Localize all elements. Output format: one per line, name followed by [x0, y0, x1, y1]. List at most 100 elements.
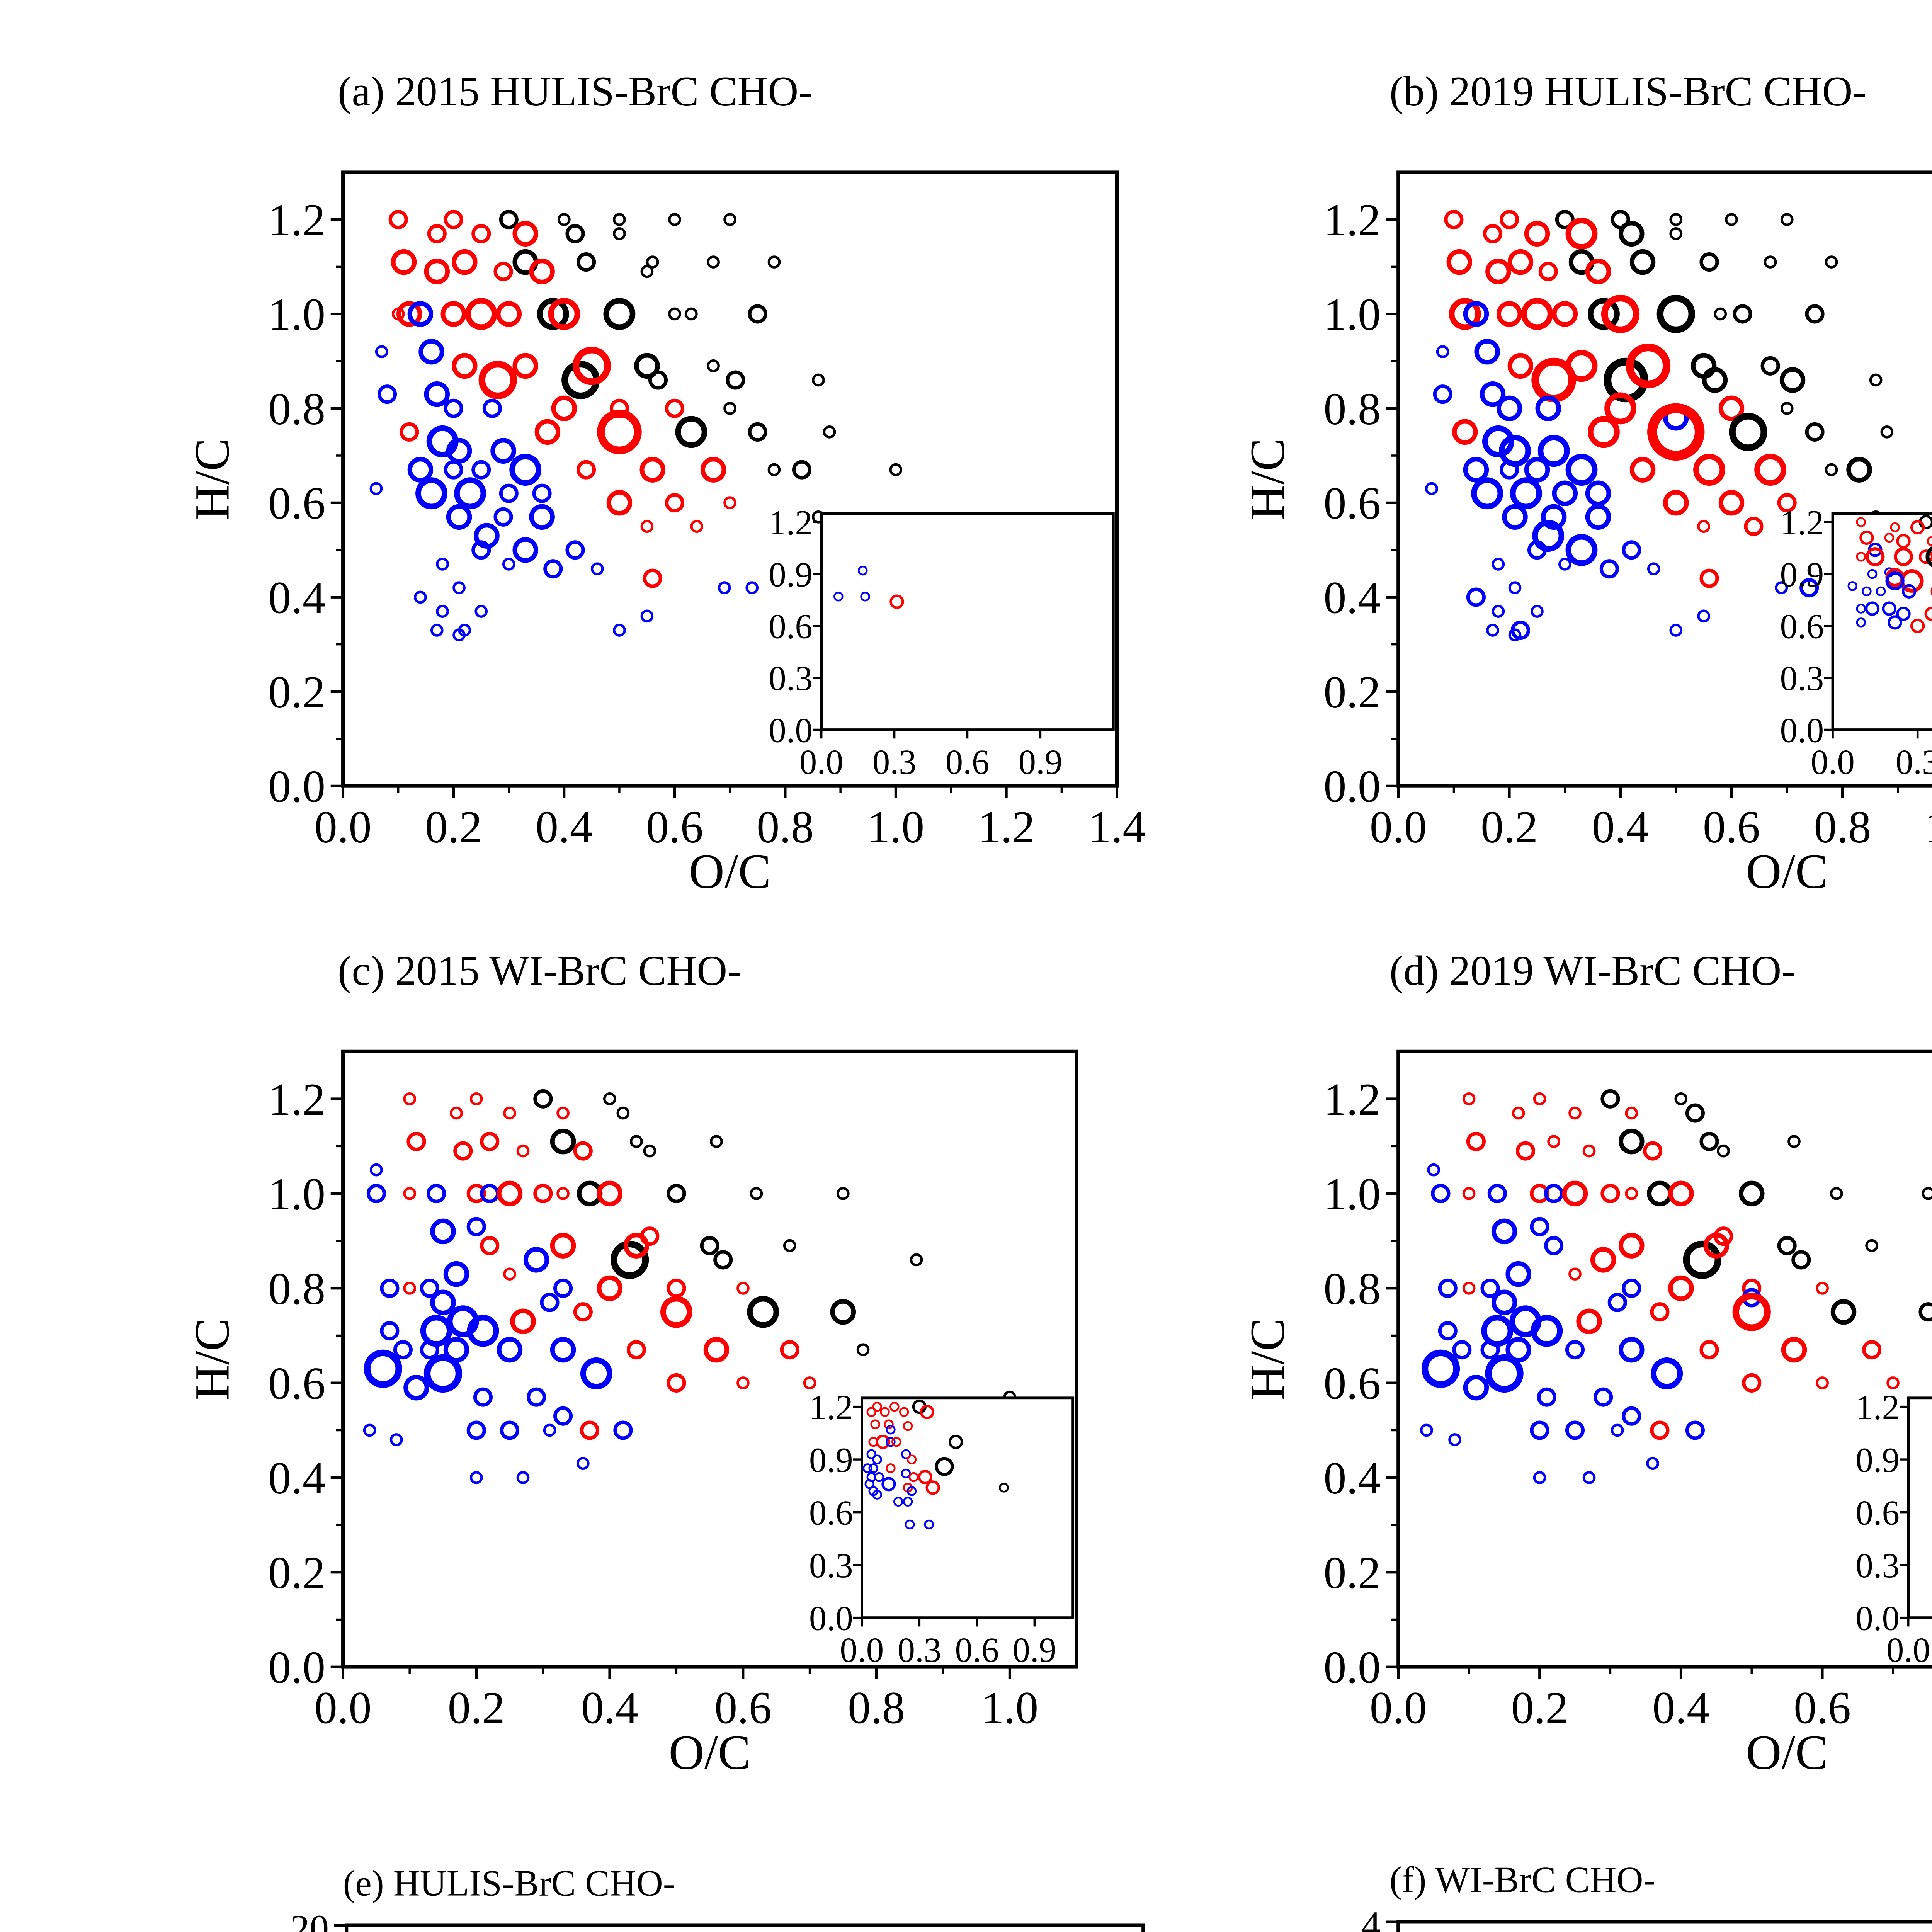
point-blue	[370, 1163, 383, 1177]
point-blue	[526, 1387, 546, 1407]
point-red	[1462, 1092, 1476, 1105]
point-red	[533, 1184, 553, 1203]
plot-frame	[1396, 1049, 1932, 1669]
point-blue	[473, 1387, 493, 1407]
y-tick-label: 0.0	[268, 761, 325, 812]
point-black	[723, 401, 736, 415]
point-black	[1780, 213, 1794, 226]
point-red	[1744, 517, 1764, 536]
point-red	[480, 1132, 500, 1151]
point-red	[406, 1132, 426, 1151]
point-red	[403, 1187, 417, 1200]
point-red	[1446, 249, 1473, 275]
point-blue	[1685, 1420, 1705, 1440]
x-tick-label: 1.0	[1925, 802, 1932, 852]
point-black	[634, 353, 660, 379]
point-blue	[543, 1423, 556, 1437]
point-blue	[415, 477, 447, 510]
x-tick-label: 0.4	[581, 1683, 638, 1733]
inset-point-blue	[868, 1463, 878, 1473]
point-blue	[454, 477, 486, 510]
point-red	[1538, 262, 1558, 281]
point-blue	[1466, 587, 1486, 607]
point-black	[610, 1240, 649, 1279]
point-red	[396, 301, 422, 327]
x-axis-label: O/C	[668, 1725, 750, 1780]
point-blue	[1622, 1278, 1641, 1298]
point-black	[667, 1184, 686, 1203]
point-red	[1485, 259, 1511, 284]
point-blue	[1502, 504, 1528, 530]
point-blue	[1524, 457, 1550, 483]
point-red	[1452, 419, 1478, 445]
point-blue	[497, 1337, 523, 1363]
point-black	[1791, 1250, 1811, 1270]
inset-x-tick-label: 0.9	[1012, 1630, 1056, 1669]
y-tick-label: 0.0	[1323, 761, 1381, 812]
y-tick-label: 1.0	[268, 289, 325, 340]
point-blue	[443, 1261, 469, 1287]
point-blue	[1485, 1354, 1524, 1393]
point-black	[1779, 367, 1806, 393]
inset-point-blue	[833, 592, 844, 602]
inset-point-red	[891, 1437, 901, 1447]
inset-point-red	[1866, 547, 1885, 566]
point-red	[1524, 221, 1550, 247]
point-blue	[446, 438, 472, 464]
inset-point-red	[889, 1401, 900, 1412]
inset-point-red	[886, 1463, 896, 1473]
y-tick-label: 0.0	[268, 1642, 325, 1693]
inset-point-blue	[866, 1449, 876, 1459]
inset-point-black	[935, 1457, 954, 1476]
point-blue	[407, 457, 434, 483]
x-tick-label: 0.0	[1370, 802, 1427, 852]
inset-point-red	[1859, 530, 1874, 545]
point-red	[400, 422, 419, 442]
inset-point-blue	[901, 1468, 911, 1479]
inset-y-tick-label: 1.2	[809, 1388, 853, 1427]
y-axis-label: H/C	[185, 1318, 240, 1400]
point-black	[726, 370, 745, 390]
inset-x-tick-label: 0.9	[1019, 742, 1063, 781]
inset-y-tick-label: 1.2	[769, 503, 813, 542]
point-blue	[1482, 425, 1514, 457]
point-black	[747, 1296, 779, 1328]
inset-point-black	[999, 1483, 1009, 1493]
point-black	[1869, 373, 1883, 387]
y-tick-label: 0.4	[268, 572, 325, 623]
point-black	[1780, 401, 1794, 415]
panel-title: (b) 2019 HULIS-BrC CHO-	[1389, 68, 1867, 115]
point-red	[551, 395, 577, 422]
point-black	[792, 460, 812, 480]
inset-point-blue	[1876, 586, 1886, 597]
point-red	[1886, 1376, 1900, 1389]
x-tick-label: 0.2	[1511, 1683, 1568, 1733]
y-tick-label: 0.2	[1323, 667, 1381, 718]
point-red	[640, 1226, 660, 1246]
point-blue	[389, 1433, 403, 1446]
point-blue	[1463, 457, 1489, 483]
y-axis-label: H/C	[1240, 438, 1295, 520]
point-red	[503, 1106, 516, 1120]
point-blue	[1622, 540, 1641, 560]
point-red	[597, 1180, 623, 1207]
point-red	[597, 410, 642, 454]
y-tick-label: 0.6	[268, 478, 325, 529]
point-blue	[550, 1337, 576, 1363]
point-red	[1718, 395, 1745, 422]
panel-title: (f) WI-BrC CHO-	[1389, 1859, 1655, 1900]
inset-plot: 0.00.30.60.90.00.30.60.91.2	[1855, 1388, 1932, 1669]
point-red	[550, 1233, 576, 1259]
inset-point-red	[884, 1419, 894, 1429]
inset-point-blue	[881, 1477, 896, 1492]
panel-title: (e) HULIS-BrC CHO-	[343, 1863, 675, 1904]
y-tick-label: 0.4	[268, 1453, 325, 1503]
point-red	[1533, 1092, 1546, 1105]
inset-y-tick-label: 0.0	[769, 711, 813, 750]
x-axis-label: O/C	[689, 844, 771, 899]
point-black	[707, 359, 720, 372]
point-black	[1669, 227, 1683, 240]
inset-point-red	[899, 1407, 909, 1417]
